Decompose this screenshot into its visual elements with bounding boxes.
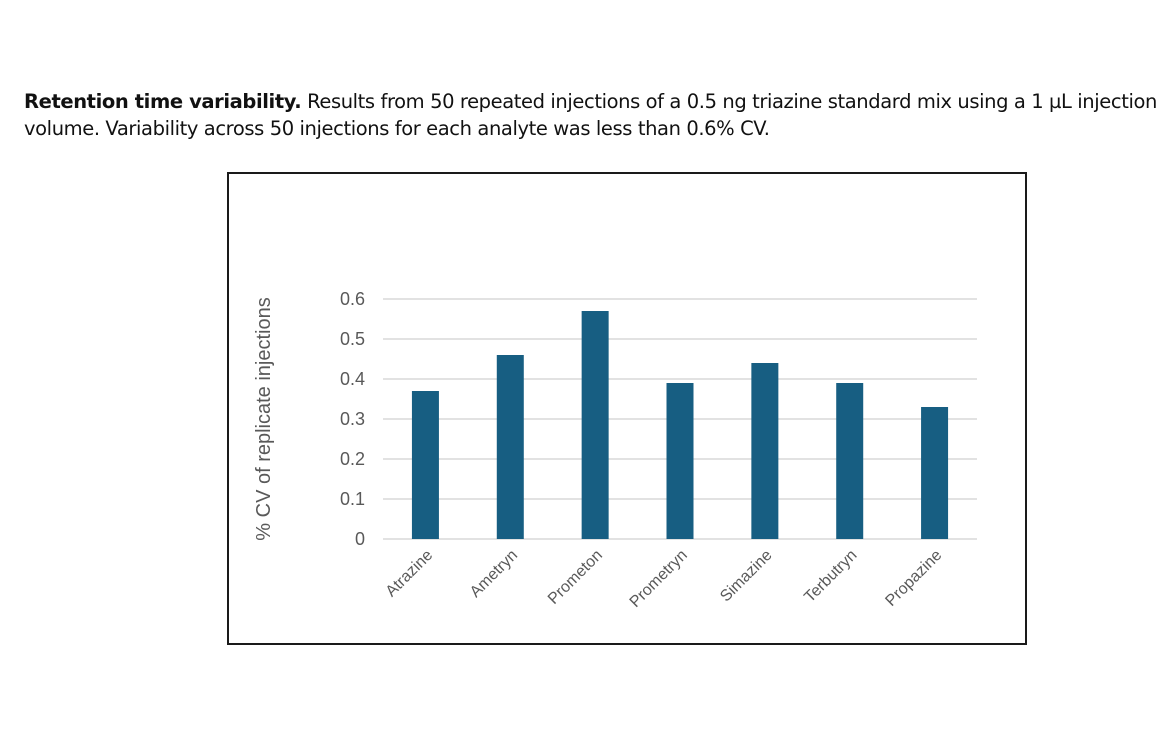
y-tick-label: 0.2 (340, 449, 365, 469)
x-axis-categories: Atrazine Ametryn Prometon Prometryn Simazine… (383, 547, 946, 611)
caption-text: Results from 50 repeated injections of a… (24, 90, 1157, 140)
figure-caption: Retention time variability. Results from… (24, 88, 1164, 142)
y-tick-label: 0.6 (340, 289, 365, 309)
bar-terbutryn (836, 383, 864, 539)
x-category-label: Atrazine (383, 547, 437, 601)
y-tick-label: 0.1 (340, 489, 365, 509)
bars (411, 311, 949, 539)
x-category-label: Ametryn (467, 547, 521, 601)
y-axis-ticks: 0 0.1 0.2 0.3 0.4 0.5 0.6 (340, 289, 365, 549)
y-tick-label: 0 (355, 529, 365, 549)
caption-title: Retention time variability. (24, 90, 302, 113)
y-tick-label: 0.3 (340, 409, 365, 429)
x-category-label: Prometon (545, 547, 606, 608)
y-axis-label: % CV of replicate injections (253, 297, 275, 540)
bar-prometryn (666, 383, 694, 539)
x-category-label: Prometryn (627, 547, 691, 611)
chart-frame (227, 172, 1027, 645)
bar-ametryn (496, 355, 524, 539)
y-tick-label: 0.5 (340, 329, 365, 349)
x-category-label: Simazine (717, 547, 776, 606)
x-category-label: Terbutryn (801, 547, 860, 606)
x-category-label: Propazine (882, 547, 945, 610)
bar-atrazine (411, 391, 439, 539)
bar-prometon (581, 311, 609, 539)
y-tick-label: 0.4 (340, 369, 365, 389)
bar-simazine (751, 363, 779, 539)
bar-propazine (921, 407, 949, 539)
